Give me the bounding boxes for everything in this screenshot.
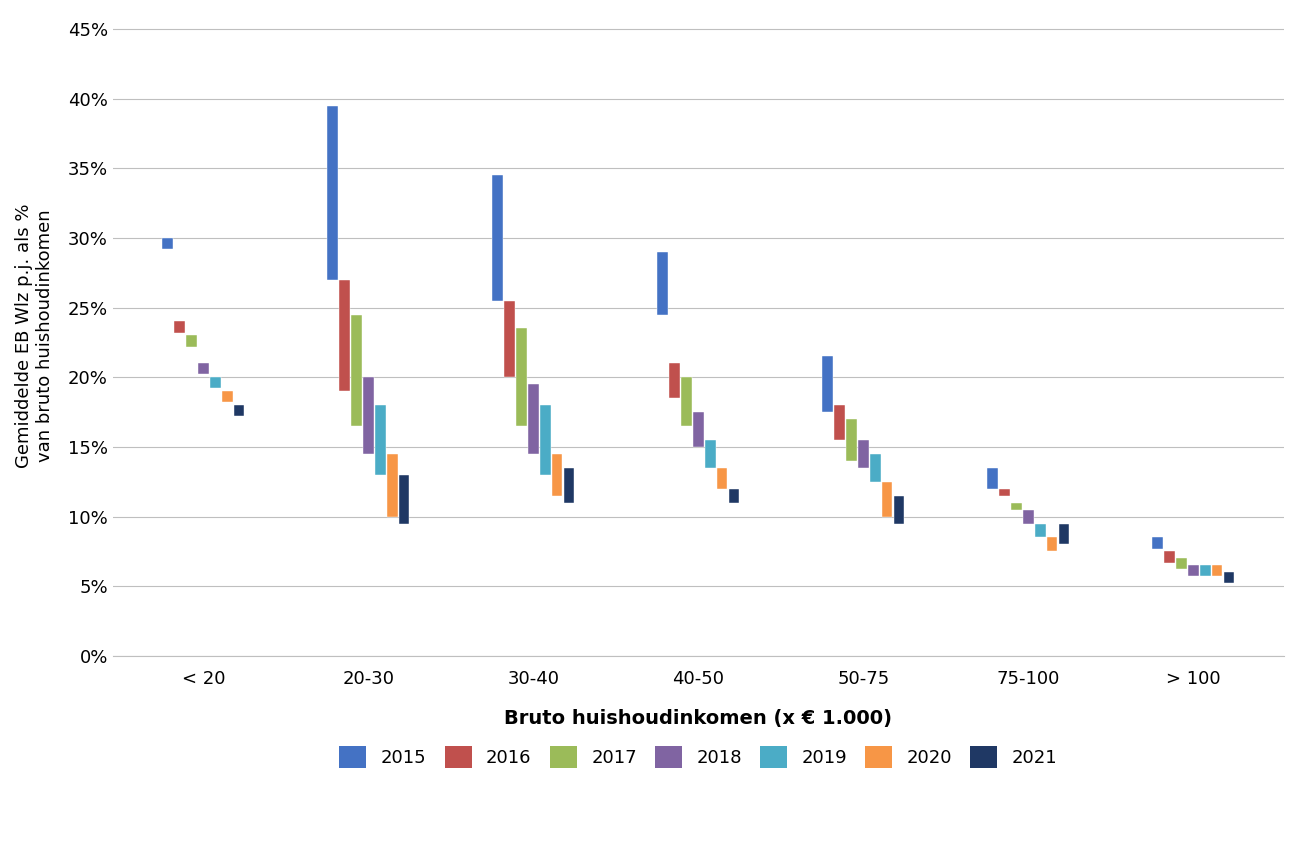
Bar <box>162 238 173 249</box>
Bar <box>339 280 349 391</box>
Bar <box>387 454 397 517</box>
Bar <box>1047 537 1057 551</box>
Legend: 2015, 2016, 2017, 2018, 2019, 2020, 2021: 2015, 2016, 2017, 2018, 2019, 2020, 2021 <box>333 739 1065 775</box>
Bar <box>1022 510 1034 524</box>
Bar <box>657 251 668 314</box>
Bar <box>999 489 1009 496</box>
Bar <box>504 301 514 378</box>
Bar <box>1187 565 1199 576</box>
Bar <box>197 363 209 374</box>
Bar <box>1035 524 1046 537</box>
Bar <box>222 391 233 403</box>
Bar <box>692 412 704 447</box>
Bar <box>1212 565 1222 576</box>
Bar <box>834 405 844 440</box>
Bar <box>362 378 374 454</box>
Bar <box>516 328 527 426</box>
Bar <box>1176 558 1187 569</box>
Bar <box>1059 524 1069 544</box>
Bar <box>894 496 904 524</box>
Bar <box>327 105 338 280</box>
Bar <box>492 175 503 301</box>
Bar <box>399 474 409 524</box>
Bar <box>564 467 574 503</box>
Y-axis label: Gemiddelde EB Wlz p.j. als %
van bruto huishoudinkomen: Gemiddelde EB Wlz p.j. als % van bruto h… <box>16 203 53 467</box>
Bar <box>540 405 551 474</box>
Bar <box>351 314 362 426</box>
Bar <box>846 419 857 461</box>
Bar <box>870 454 881 482</box>
Bar <box>1152 537 1163 549</box>
Bar <box>210 378 221 388</box>
Bar <box>729 489 739 503</box>
Bar <box>857 440 869 467</box>
Bar <box>1200 565 1211 576</box>
Bar <box>681 378 692 426</box>
Bar <box>186 335 197 346</box>
Bar <box>1164 551 1174 562</box>
Bar <box>822 356 833 412</box>
Bar <box>669 363 679 398</box>
Bar <box>1011 503 1022 510</box>
X-axis label: Bruto huishoudinkomen (x € 1.000): Bruto huishoudinkomen (x € 1.000) <box>504 708 892 727</box>
Bar <box>987 467 998 489</box>
Bar <box>882 482 892 517</box>
Bar <box>375 405 386 474</box>
Bar <box>552 454 562 496</box>
Bar <box>717 467 727 489</box>
Bar <box>1224 572 1234 583</box>
Bar <box>705 440 716 467</box>
Bar <box>527 384 539 454</box>
Bar <box>174 321 184 333</box>
Bar <box>234 405 244 416</box>
